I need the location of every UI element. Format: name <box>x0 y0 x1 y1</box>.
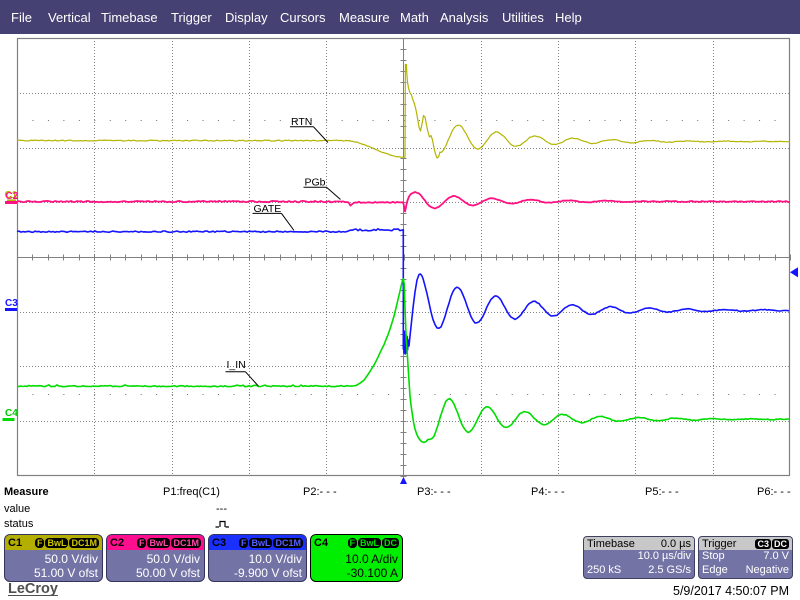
svg-text:I_IN: I_IN <box>227 359 246 371</box>
svg-text:C1: C1 <box>5 190 18 201</box>
svg-text:C4: C4 <box>5 408 18 419</box>
svg-text:RTN: RTN <box>291 116 312 128</box>
svg-text:C2: C2 <box>6 191 19 202</box>
svg-text:GATE: GATE <box>254 203 282 215</box>
svg-text:PGb: PGb <box>305 177 326 189</box>
svg-text:C3: C3 <box>5 298 18 309</box>
